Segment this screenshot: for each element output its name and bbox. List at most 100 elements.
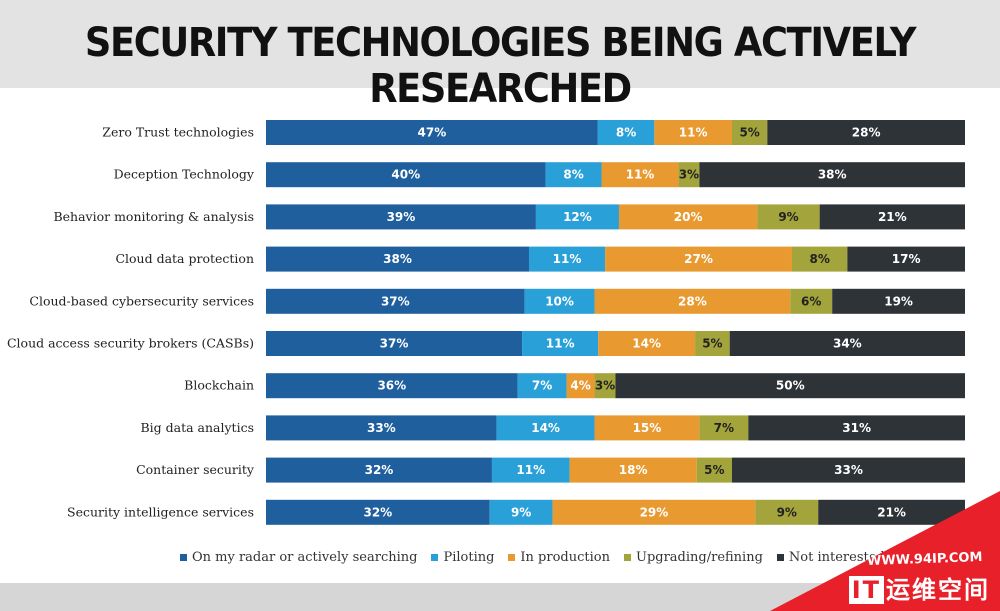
bar-value-label: 8%	[809, 252, 829, 266]
legend-label: In production	[520, 549, 610, 565]
legend-item: On my radar or actively searching	[180, 550, 417, 565]
bar-segment	[489, 499, 553, 525]
bar-segment	[524, 288, 595, 314]
bar-segment	[566, 373, 595, 399]
category-label: Security intelligence services	[67, 504, 254, 519]
bar-segment	[266, 120, 598, 145]
category-label: Cloud access security brokers (CASBs)	[7, 336, 254, 351]
bar-value-label: 29%	[640, 505, 669, 519]
bar-segment	[732, 457, 965, 483]
legend-swatch	[431, 553, 439, 561]
bar-segment	[535, 204, 619, 230]
legend-swatch	[623, 553, 631, 561]
bar-segment	[699, 162, 965, 188]
bar-segment	[732, 120, 768, 145]
bar-value-label: 6%	[801, 294, 821, 308]
bar-segment	[266, 457, 492, 483]
category-label: Zero Trust technologies	[102, 125, 254, 140]
bar-segment	[696, 457, 732, 483]
bar-segment	[517, 373, 567, 399]
bar-segment	[569, 457, 697, 483]
category-label: Cloud data protection	[115, 251, 254, 266]
legend-item: In production	[508, 550, 610, 565]
bar-segment	[266, 204, 536, 230]
bar-value-label: 27%	[684, 252, 713, 266]
bar-value-label: 11%	[626, 168, 655, 182]
bar-value-label: 37%	[381, 294, 410, 308]
bar-segment	[615, 373, 965, 399]
bar-segment	[552, 499, 756, 525]
bar-value-label: 36%	[377, 379, 406, 393]
bar-segment	[266, 288, 525, 314]
bar-segment	[545, 162, 602, 188]
bar-value-label: 38%	[818, 168, 847, 182]
bar-value-label: 3%	[595, 379, 615, 393]
bar-segment	[598, 331, 696, 356]
bar-value-label: 33%	[367, 421, 396, 435]
category-label: Behavior monitoring & analysis	[53, 209, 254, 224]
bar-value-label: 50%	[776, 379, 805, 393]
bar-segment	[819, 204, 965, 230]
bar-value-label: 19%	[884, 294, 913, 308]
bar-segment	[594, 373, 616, 399]
category-label: Cloud-based cybersecurity services	[29, 293, 254, 308]
bar-segment	[791, 246, 848, 272]
bar-segment	[594, 415, 700, 441]
bar-value-label: 28%	[678, 294, 707, 308]
bar-value-label: 47%	[418, 126, 447, 140]
bar-segment	[678, 162, 700, 188]
category-label: Deception Technology	[114, 167, 255, 182]
bar-segment	[266, 415, 497, 441]
bar-segment	[266, 331, 523, 356]
bar-value-label: 9%	[511, 505, 531, 519]
bar-value-label: 12%	[563, 210, 592, 224]
bar-value-label: 34%	[833, 337, 862, 351]
title-band	[0, 0, 1000, 88]
bar-value-label: 5%	[702, 337, 722, 351]
bar-value-label: 11%	[553, 252, 582, 266]
legend-swatch	[180, 553, 187, 561]
category-label: Big data analytics	[140, 420, 254, 435]
bar-value-label: 7%	[714, 421, 734, 435]
bar-segment	[594, 288, 791, 314]
bar-segment	[597, 120, 655, 145]
legend-item: Piloting	[431, 550, 494, 565]
bar-value-label: 5%	[704, 463, 724, 477]
bar-segment	[601, 162, 679, 188]
bar-segment	[748, 415, 965, 441]
bar-segment	[757, 204, 820, 230]
bar-segment	[491, 457, 570, 483]
bar-value-label: 7%	[532, 379, 552, 393]
bar-segment	[699, 415, 749, 441]
watermark: WWW.94IP.COM IT 运维空间	[770, 491, 1000, 611]
legend-item: Upgrading/refining	[623, 549, 763, 565]
bar-value-label: 11%	[679, 126, 708, 140]
bar-value-label: 28%	[852, 126, 881, 140]
bar-segment	[847, 246, 965, 272]
bar-value-label: 4%	[570, 379, 590, 393]
category-label: Blockchain	[184, 378, 254, 393]
legend-label: Upgrading/refining	[635, 549, 763, 565]
bar-segment	[832, 288, 965, 314]
bar-value-label: 11%	[546, 337, 575, 351]
bar-segment	[496, 415, 595, 441]
bar-segment	[618, 204, 758, 230]
bar-segment	[528, 246, 606, 272]
bar-segment	[266, 499, 490, 525]
chart-title: SECURITY TECHNOLOGIES BEING ACTIVELY RES…	[84, 20, 917, 112]
category-label: Container security	[136, 462, 255, 477]
bar-value-label: 14%	[531, 421, 560, 435]
bar-value-label: 5%	[739, 126, 759, 140]
watermark-brand-rest: 运维空间	[886, 576, 990, 604]
bar-value-label: 37%	[380, 337, 409, 351]
legend-label: Piloting	[443, 549, 495, 565]
bar-value-label: 3%	[679, 168, 699, 182]
bar-value-label: 8%	[616, 126, 636, 140]
bar-value-label: 21%	[878, 210, 907, 224]
bar-value-label: 32%	[363, 505, 392, 519]
bar-segment	[266, 246, 529, 272]
legend-swatch	[508, 553, 516, 561]
bar-segment	[605, 246, 792, 272]
bar-value-label: 40%	[391, 168, 420, 182]
bar-segment	[790, 288, 833, 314]
